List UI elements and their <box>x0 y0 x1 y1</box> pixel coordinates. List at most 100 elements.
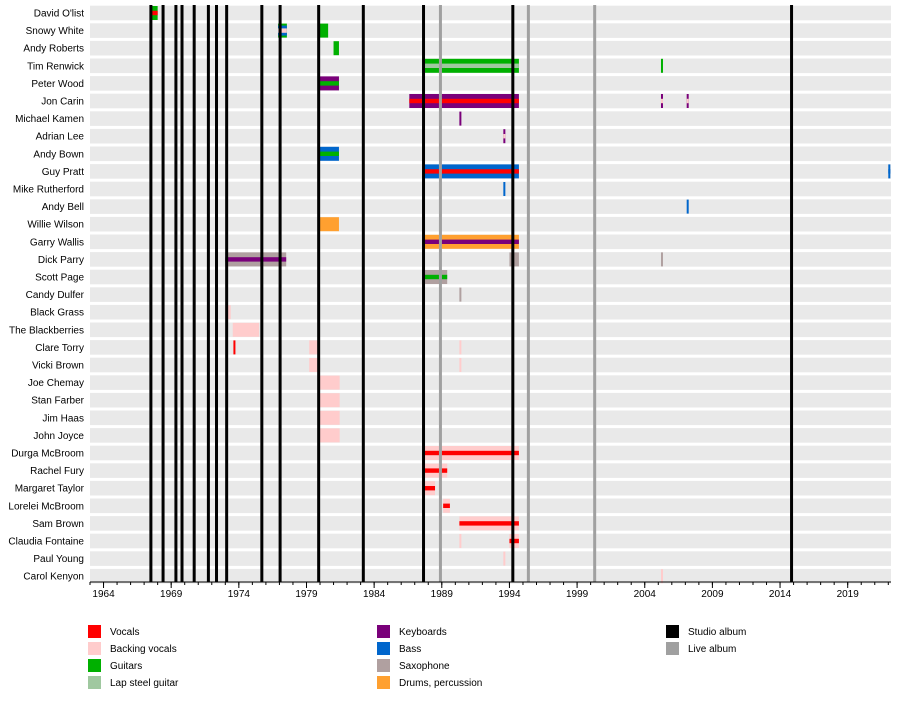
studio-album-line <box>206 5 210 582</box>
row-label: Jim Haas <box>42 413 84 424</box>
row-background <box>90 568 891 584</box>
bar-backing <box>660 98 663 104</box>
row-label: Vicki Brown <box>32 361 84 372</box>
tick-label: 1989 <box>431 589 454 600</box>
row-label: Andy Roberts <box>23 44 84 55</box>
studio-album-line <box>215 5 219 582</box>
row-label: Clare Torry <box>35 343 84 354</box>
bar-vocals <box>422 169 519 174</box>
legend-swatch-lapsteel <box>88 676 101 689</box>
row-label: Mike Rutherford <box>13 185 84 196</box>
legend-swatch-backing <box>88 642 101 655</box>
bar-bass <box>503 182 506 196</box>
bar-backing <box>309 358 319 372</box>
bar-sax <box>660 252 663 267</box>
studio-album-line <box>260 5 264 582</box>
bar-vocals <box>409 98 519 104</box>
studio-album-line <box>278 5 282 582</box>
bar-bass <box>686 199 689 214</box>
tick-label: 1969 <box>160 589 183 600</box>
studio-album-line <box>225 5 229 582</box>
row-label: Willie Wilson <box>27 220 84 231</box>
row-background <box>90 5 891 21</box>
legend-label: Keyboards <box>399 627 447 638</box>
tick-label: 1979 <box>295 589 318 600</box>
row-label: Black Grass <box>30 308 84 319</box>
tick-label: 1984 <box>363 589 386 600</box>
row-background <box>90 216 891 232</box>
studio-album-line <box>149 5 153 582</box>
legend-swatch-sax <box>377 659 390 672</box>
bar-keyboards <box>225 257 287 262</box>
row-background <box>90 463 891 478</box>
legend-swatch-vocals <box>88 625 101 638</box>
tick-label: 1994 <box>498 589 521 600</box>
bar-vocals <box>443 503 450 508</box>
bar-lapsteel <box>422 63 519 68</box>
row-background <box>90 23 891 38</box>
bar-sax <box>459 287 462 302</box>
bar-backing <box>660 569 663 584</box>
bar-vocals <box>150 10 158 16</box>
row-background <box>90 128 891 144</box>
studio-album-line <box>511 5 515 582</box>
legend-label: Drums, percussion <box>399 678 482 689</box>
bar-keyboards <box>422 239 519 244</box>
album-lines <box>149 5 794 582</box>
legend-label: Lap steel guitar <box>110 678 179 689</box>
row-label: Joe Chemay <box>28 378 84 389</box>
row-background <box>90 269 891 285</box>
row-label: Adrian Lee <box>36 132 85 143</box>
live-album-line <box>526 5 530 582</box>
legend: Vocals Backing vocals Guitars Lap steel gui… <box>88 625 746 689</box>
row-background <box>90 340 891 355</box>
row-label: Guy Pratt <box>42 167 84 178</box>
studio-album-line <box>790 5 794 582</box>
row-label: John Joyce <box>33 431 84 442</box>
row-label: Andy Bown <box>33 149 84 160</box>
row-label: Carol Kenyon <box>23 572 84 583</box>
bar-backing <box>503 134 506 139</box>
studio-album-line <box>174 5 178 582</box>
legend-swatch-guitars <box>88 659 101 672</box>
studio-album-line <box>180 5 184 582</box>
row-labels: David O'list Snowy White Andy Roberts Tim R… <box>8 9 85 583</box>
bar-vocals <box>422 468 448 473</box>
studio-album-line <box>361 5 365 582</box>
row-label: Rachel Fury <box>30 466 84 477</box>
row-label: Dick Parry <box>38 255 84 266</box>
live-album-line <box>593 5 597 582</box>
row-label: Peter Wood <box>31 79 84 90</box>
row-label: Candy Dulfer <box>26 290 85 301</box>
bar-vocals <box>422 450 519 456</box>
legend-swatch-studio <box>666 625 679 638</box>
row-label: Claudia Fontaine <box>8 537 84 548</box>
row-background <box>90 392 891 408</box>
bar-backing <box>686 98 689 104</box>
bar-vocals <box>233 340 236 355</box>
legend-label: Guitars <box>110 661 142 672</box>
row-background <box>90 498 891 514</box>
bars <box>150 6 891 584</box>
bar-guitars <box>422 274 448 280</box>
row-background <box>90 410 891 426</box>
bar-backing <box>232 322 260 337</box>
bar-backing <box>318 393 340 408</box>
bar-guitars <box>333 41 339 56</box>
bar-guitars <box>318 81 339 86</box>
row-label: Jon Carin <box>41 97 84 108</box>
row-background <box>90 146 891 162</box>
legend-label: Vocals <box>110 627 139 638</box>
row-background <box>90 480 891 496</box>
bar-vocals <box>422 486 436 491</box>
legend-label: Bass <box>399 644 421 655</box>
row-background <box>90 252 891 267</box>
row-background <box>90 428 891 443</box>
bar-backing <box>459 340 462 355</box>
bar-backing <box>318 428 340 443</box>
legend-label: Studio album <box>688 627 746 638</box>
row-background <box>90 199 891 214</box>
row-background <box>90 40 891 56</box>
bar-guitars <box>318 151 339 156</box>
